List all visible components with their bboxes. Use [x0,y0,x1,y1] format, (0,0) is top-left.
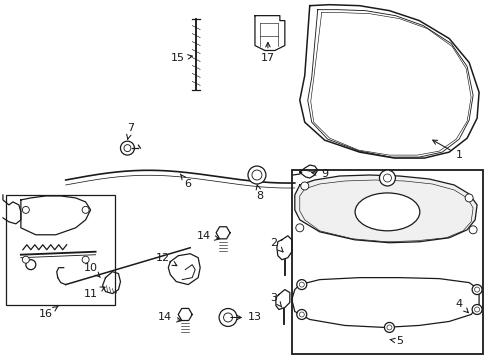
Circle shape [379,170,395,186]
Text: 3: 3 [270,293,282,307]
Text: 6: 6 [180,174,191,189]
Polygon shape [294,175,476,243]
Circle shape [82,256,89,263]
Text: 14: 14 [158,312,181,323]
Circle shape [384,323,394,332]
Circle shape [468,226,476,234]
Circle shape [22,206,29,213]
Circle shape [247,166,265,184]
Text: 16: 16 [39,306,58,319]
Text: 12: 12 [156,253,177,266]
Polygon shape [178,309,192,320]
Circle shape [471,305,481,315]
Circle shape [219,309,237,327]
Text: 2: 2 [270,238,283,252]
Polygon shape [216,227,229,239]
Text: 15: 15 [171,54,192,63]
Text: 14: 14 [197,231,219,241]
Circle shape [22,256,29,263]
Text: 17: 17 [260,42,274,63]
Circle shape [296,280,306,289]
Text: 8: 8 [256,185,263,201]
Ellipse shape [354,193,419,231]
Circle shape [464,194,472,202]
Text: 7: 7 [126,123,134,139]
Text: 4: 4 [455,298,468,312]
Bar [291,170,482,354]
Circle shape [82,206,89,213]
Text: 11: 11 [83,287,105,298]
Circle shape [296,310,306,319]
Circle shape [300,182,308,190]
Text: 10: 10 [83,263,100,278]
Text: 9: 9 [311,169,327,179]
Circle shape [471,285,481,294]
Circle shape [26,260,36,270]
Text: 5: 5 [389,336,402,346]
Bar [6,195,115,305]
Circle shape [295,224,303,232]
Text: 13: 13 [230,312,262,323]
Text: 1: 1 [432,140,462,160]
